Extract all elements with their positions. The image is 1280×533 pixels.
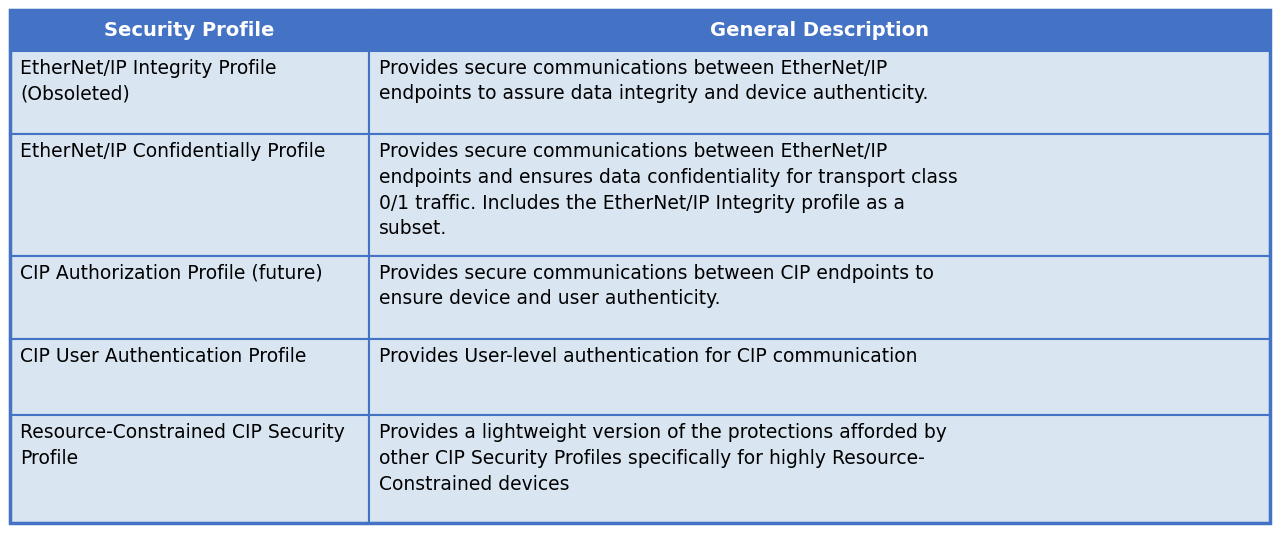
Text: General Description: General Description bbox=[710, 21, 929, 40]
Text: CIP Authorization Profile (future): CIP Authorization Profile (future) bbox=[20, 264, 323, 282]
Text: EtherNet/IP Integrity Profile
(Obsoleted): EtherNet/IP Integrity Profile (Obsoleted… bbox=[20, 59, 276, 103]
Text: EtherNet/IP Confidentially Profile: EtherNet/IP Confidentially Profile bbox=[20, 142, 325, 161]
Bar bbox=[369, 340, 1270, 415]
Bar bbox=[10, 256, 369, 340]
Text: Resource-Constrained CIP Security
Profile: Resource-Constrained CIP Security Profil… bbox=[20, 423, 344, 468]
Bar bbox=[369, 51, 1270, 134]
Text: Provides secure communications between CIP endpoints to
ensure device and user a: Provides secure communications between C… bbox=[379, 264, 934, 309]
Bar bbox=[10, 134, 369, 256]
Text: Provides secure communications between EtherNet/IP
endpoints to assure data inte: Provides secure communications between E… bbox=[379, 59, 928, 103]
Text: Provides a lightweight version of the protections afforded by
other CIP Security: Provides a lightweight version of the pr… bbox=[379, 423, 947, 494]
Bar bbox=[10, 415, 369, 523]
Text: Provides secure communications between EtherNet/IP
endpoints and ensures data co: Provides secure communications between E… bbox=[379, 142, 957, 238]
Bar bbox=[369, 10, 1270, 51]
Bar bbox=[10, 51, 369, 134]
Text: Security Profile: Security Profile bbox=[105, 21, 275, 40]
Text: Provides User-level authentication for CIP communication: Provides User-level authentication for C… bbox=[379, 348, 918, 366]
Text: CIP User Authentication Profile: CIP User Authentication Profile bbox=[20, 348, 306, 366]
Bar bbox=[10, 10, 369, 51]
Bar bbox=[10, 340, 369, 415]
Bar bbox=[369, 415, 1270, 523]
Bar bbox=[369, 134, 1270, 256]
Bar bbox=[369, 256, 1270, 340]
